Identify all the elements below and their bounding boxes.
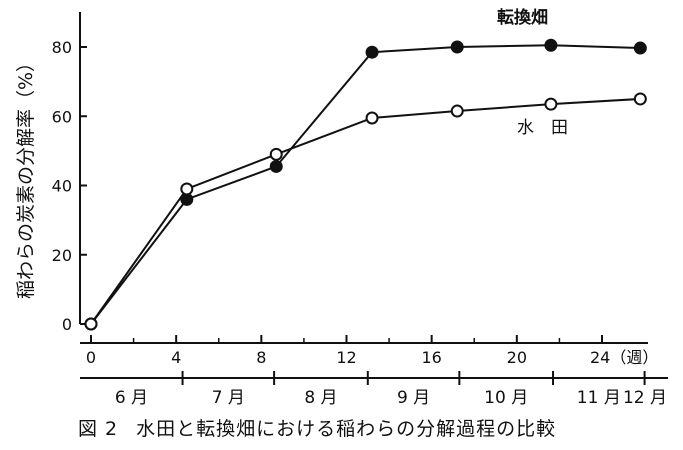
month-label: 12 月 <box>623 388 667 408</box>
y-tick-label: 60 <box>52 107 72 126</box>
y-tick-label: 20 <box>52 246 72 265</box>
x-tick-label: 4 <box>171 348 181 367</box>
month-label: 6 月 <box>115 388 148 408</box>
series-label-paddy: 水 田 <box>517 118 568 138</box>
data-point-filled <box>544 38 558 52</box>
data-point-open <box>269 147 283 161</box>
x-tick-label: 20 <box>507 348 527 367</box>
month-label: 7 月 <box>212 388 245 408</box>
data-point-filled <box>633 41 647 55</box>
data-point-open <box>450 104 464 118</box>
y-tick-label: 40 <box>52 177 72 196</box>
x-tick-label: 12 <box>336 348 356 367</box>
month-label: 8 月 <box>304 388 337 408</box>
data-point-open <box>84 317 98 331</box>
figure-number: 図 2 <box>78 418 119 440</box>
y-tick-label: 0 <box>62 315 72 334</box>
data-point-open <box>544 97 558 111</box>
figure-caption: 図 2 水田と転換畑における稲わらの分解過程の比較 <box>78 414 556 441</box>
series-line <box>90 44 641 325</box>
data-point-filled <box>450 40 464 54</box>
y-axis-label: 稲わらの炭素の分解率（%） <box>15 53 37 299</box>
month-label: 9 月 <box>397 388 430 408</box>
month-label: 11 月 <box>577 388 621 408</box>
series-label-upland: 転換畑 <box>497 7 548 28</box>
x-tick-label: 0 <box>86 348 96 367</box>
y-tick-label: 80 <box>52 38 72 57</box>
x-tick-label: 24（週） <box>590 348 658 367</box>
data-point-open <box>365 111 379 125</box>
figure-title: 水田と転換畑における稲わらの分解過程の比較 <box>136 418 557 440</box>
data-point-open <box>633 92 647 106</box>
x-tick-label: 16 <box>421 348 441 367</box>
data-point-filled <box>365 45 379 59</box>
data-point-filled <box>269 159 283 173</box>
x-tick-label: 8 <box>256 348 266 367</box>
data-point-open <box>180 182 194 196</box>
month-label: 10 月 <box>484 388 528 408</box>
